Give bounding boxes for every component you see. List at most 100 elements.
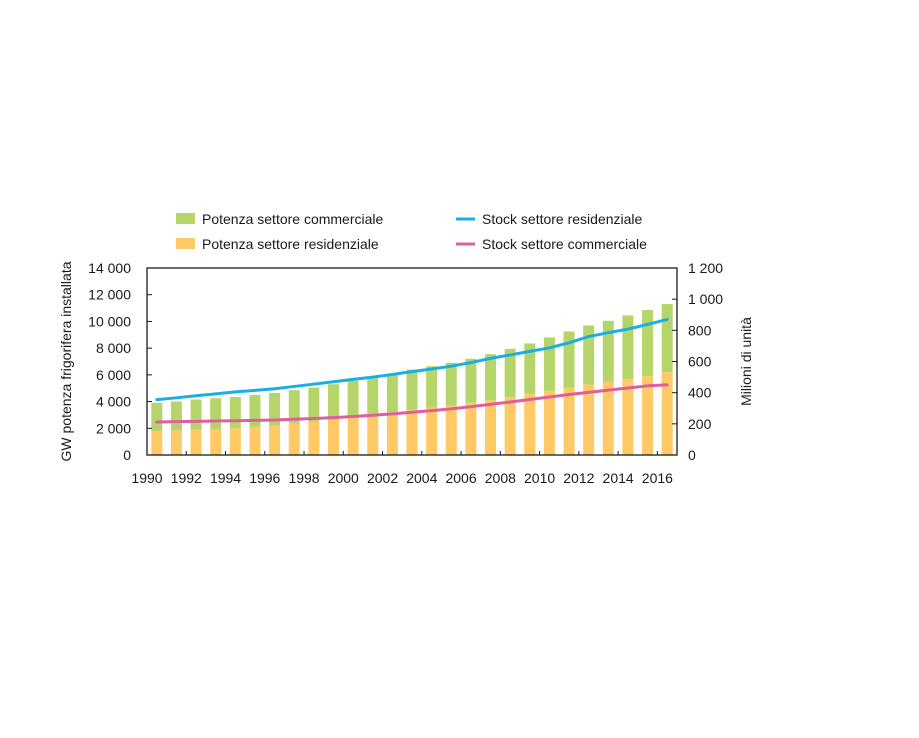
bar-commerciale-1995 xyxy=(249,394,261,427)
bar-commerciale-2012 xyxy=(583,325,595,385)
bar-commerciale-1997 xyxy=(288,390,300,424)
bar-commerciale-2014 xyxy=(622,315,634,379)
line-stock-commerciale xyxy=(155,383,669,424)
bar-residenziale-2003 xyxy=(406,409,418,455)
legend-item-stock-residenziale: Stock settore residenziale xyxy=(456,211,643,227)
bar-commerciale-2016 xyxy=(661,304,673,373)
x-tick-label: 2010 xyxy=(524,470,555,486)
legend-label: Potenza settore commerciale xyxy=(202,211,384,227)
bar-layer xyxy=(151,304,673,455)
legend-item-potenza-commerciale: Potenza settore commerciale xyxy=(176,211,384,227)
bar-residenziale-1999 xyxy=(327,419,339,455)
right-tick-label: 1 200 xyxy=(688,260,723,276)
left-tick-label: 4 000 xyxy=(96,394,131,410)
bar-residenziale-2013 xyxy=(602,381,614,455)
x-tick-label: 1990 xyxy=(131,470,162,486)
left-tick-label: 12 000 xyxy=(88,287,131,303)
right-tick-label: 800 xyxy=(688,322,712,338)
bar-commerciale-2004 xyxy=(426,366,438,408)
left-axis-ticks: 0 2 000 4 000 6 000 8 000 10 000 12 000 14 000 xyxy=(88,260,152,463)
right-tick-label: 200 xyxy=(688,416,712,432)
bar-commerciale-2007 xyxy=(485,354,497,401)
legend-label: Potenza settore residenziale xyxy=(202,236,379,252)
legend-label: Stock settore residenziale xyxy=(482,211,643,227)
bar-residenziale-2005 xyxy=(445,405,457,455)
left-tick-label: 0 xyxy=(123,447,131,463)
x-tick-label: 1998 xyxy=(288,470,319,486)
bar-commerciale-1990 xyxy=(151,402,163,431)
bar-residenziale-2014 xyxy=(622,378,634,455)
x-tick-label: 2016 xyxy=(642,470,673,486)
line-stock-residenziale xyxy=(155,317,669,402)
legend-swatch xyxy=(176,238,195,249)
bar-residenziale-1990 xyxy=(151,430,163,455)
bar-residenziale-1996 xyxy=(269,425,281,455)
right-axis-title: Milioni di unità xyxy=(738,317,754,406)
right-tick-label: 600 xyxy=(688,354,712,370)
bar-residenziale-2000 xyxy=(347,417,359,455)
x-axis-ticks: 1990 1992 1994 1996 1998 2000 2002 2004 2006 2008… xyxy=(131,451,673,486)
bar-residenziale-2002 xyxy=(386,412,398,455)
bar-residenziale-2001 xyxy=(367,414,379,455)
bar-residenziale-2007 xyxy=(485,400,497,455)
bar-residenziale-2016 xyxy=(661,372,673,455)
bar-commerciale-1996 xyxy=(269,392,281,426)
legend-item-potenza-residenziale: Potenza settore residenziale xyxy=(176,236,379,252)
right-tick-label: 400 xyxy=(688,385,712,401)
bar-commerciale-1991 xyxy=(170,401,182,431)
left-tick-label: 14 000 xyxy=(88,260,131,276)
x-tick-label: 2012 xyxy=(563,470,594,486)
bar-residenziale-2011 xyxy=(563,387,575,455)
right-axis-ticks: 0 200 400 600 800 1 000 1 200 xyxy=(672,260,723,463)
bar-commerciale-2010 xyxy=(543,337,555,391)
bar-residenziale-1991 xyxy=(170,430,182,455)
left-tick-label: 6 000 xyxy=(96,367,131,383)
bar-residenziale-2006 xyxy=(465,402,477,455)
bar-residenziale-1994 xyxy=(229,428,241,455)
x-tick-label: 2006 xyxy=(445,470,476,486)
bar-commerciale-2013 xyxy=(602,320,614,382)
bar-residenziale-1992 xyxy=(190,429,202,455)
left-tick-label: 10 000 xyxy=(88,313,131,329)
legend-swatch xyxy=(176,213,195,224)
right-tick-label: 0 xyxy=(688,447,696,463)
bar-commerciale-1999 xyxy=(327,384,339,420)
bar-commerciale-2006 xyxy=(465,358,477,403)
bar-residenziale-1997 xyxy=(288,423,300,455)
left-axis-title: GW potenza frigorifera installata xyxy=(58,261,74,461)
x-tick-label: 2004 xyxy=(406,470,437,486)
bar-commerciale-2005 xyxy=(445,362,457,406)
bar-commerciale-2015 xyxy=(642,310,654,377)
bar-commerciale-1994 xyxy=(229,396,241,429)
x-tick-label: 2008 xyxy=(485,470,516,486)
bar-residenziale-2009 xyxy=(524,393,536,455)
bar-commerciale-1992 xyxy=(190,399,202,430)
bar-commerciale-2011 xyxy=(563,331,575,388)
bar-residenziale-2010 xyxy=(543,390,555,455)
x-tick-label: 2002 xyxy=(367,470,398,486)
bar-commerciale-2000 xyxy=(347,380,359,418)
right-tick-label: 1 000 xyxy=(688,291,723,307)
bar-residenziale-2008 xyxy=(504,396,516,455)
x-tick-label: 1996 xyxy=(249,470,280,486)
left-tick-label: 2 000 xyxy=(96,420,131,436)
x-tick-label: 1992 xyxy=(171,470,202,486)
bar-commerciale-1998 xyxy=(308,387,320,422)
bar-commerciale-1993 xyxy=(210,398,222,429)
bar-commerciale-2008 xyxy=(504,348,516,397)
bar-residenziale-1995 xyxy=(249,426,261,455)
line-layer xyxy=(155,317,669,424)
left-tick-label: 8 000 xyxy=(96,340,131,356)
bar-residenziale-1993 xyxy=(210,428,222,455)
bar-commerciale-2001 xyxy=(367,376,379,415)
bar-commerciale-2002 xyxy=(386,373,398,413)
bar-residenziale-2012 xyxy=(583,384,595,455)
x-tick-label: 1994 xyxy=(210,470,241,486)
legend-label: Stock settore commerciale xyxy=(482,236,647,252)
bar-commerciale-2003 xyxy=(406,369,418,410)
bar-residenziale-2004 xyxy=(426,407,438,455)
legend-item-stock-commerciale: Stock settore commerciale xyxy=(456,236,647,252)
bar-residenziale-2015 xyxy=(642,376,654,455)
x-tick-label: 2014 xyxy=(603,470,634,486)
